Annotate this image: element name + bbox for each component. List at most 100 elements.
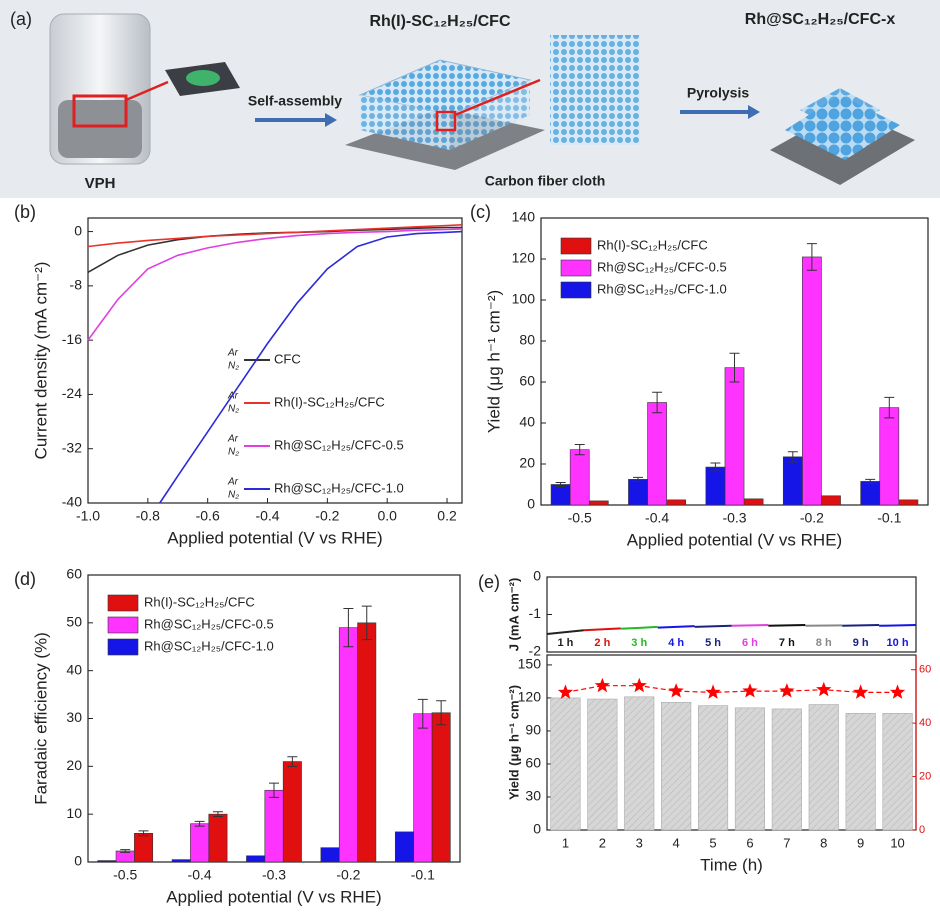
segment-label: 2 h (594, 637, 610, 649)
legend-gas: Ar (227, 348, 239, 359)
x-tick-label: 4 (673, 835, 680, 850)
x-tick-label: -0.2 (336, 867, 360, 883)
x-tick-label: 7 (783, 835, 790, 850)
y-tick-label: 0 (533, 821, 541, 837)
y-tick-label: 140 (512, 209, 536, 225)
bar (414, 714, 432, 862)
y-tick-label: 10 (66, 805, 82, 821)
bar (661, 702, 691, 830)
x-tick-label: -0.3 (262, 867, 286, 883)
bar (395, 832, 413, 862)
x-tick-label: -0.8 (136, 508, 160, 524)
segment-label: 3 h (631, 637, 647, 649)
legend-gas: N₂ (228, 404, 239, 415)
bar (339, 628, 357, 862)
legend-label: CFC (274, 351, 301, 366)
vial-liquid (58, 100, 142, 158)
bar (589, 501, 608, 505)
segment-label: 5 h (705, 637, 721, 649)
y-tick-label: 90 (525, 722, 541, 738)
step-label: Pyrolysis (687, 85, 749, 101)
x-axis-title: Time (h) (700, 855, 763, 874)
legend-gas: N₂ (228, 490, 239, 501)
bar (735, 708, 765, 830)
bar (667, 500, 686, 505)
y-axis-title: J (mA cm⁻²) (506, 578, 521, 652)
y-tick-label: 80 (519, 332, 535, 348)
bar (899, 500, 918, 505)
x-tick-label: -0.1 (877, 510, 901, 526)
star-marker (779, 683, 794, 697)
y2-tick-label: 60 (919, 664, 931, 676)
bar (802, 257, 821, 505)
panel-label: (b) (14, 202, 36, 222)
y-tick-label: -1 (529, 605, 542, 621)
y2-tick-label: 20 (919, 770, 931, 782)
x-tick-label: -0.2 (800, 510, 824, 526)
legend-gas: N₂ (228, 447, 239, 458)
bar (283, 762, 301, 862)
structure-zoom (550, 35, 640, 145)
y-tick-label: 30 (66, 709, 82, 725)
bar (783, 457, 802, 505)
bar (861, 481, 880, 505)
y-tick-label: 50 (66, 614, 82, 630)
y-axis-title: Yield (μg h⁻¹ cm⁻²) (506, 685, 521, 800)
y-tick-label: 30 (525, 788, 541, 804)
y-tick-label: 60 (525, 755, 541, 771)
segment-label: 8 h (816, 637, 832, 649)
bar (134, 833, 152, 862)
x-tick-label: -0.4 (188, 867, 212, 883)
segment-label: 6 h (742, 637, 758, 649)
x-tick-label: -0.4 (645, 510, 669, 526)
y-tick-label: 20 (66, 757, 82, 773)
y-tick-label: -16 (62, 331, 82, 347)
y-tick-label: 100 (512, 291, 536, 307)
segment-label: 4 h (668, 637, 684, 649)
legend-label: Rh@SC₁₂H₂₅/CFC-0.5 (144, 616, 274, 631)
y2-tick-label: 40 (919, 717, 931, 729)
legend-gas: N₂ (228, 361, 239, 372)
bar (846, 713, 876, 830)
y-axis-title: Yield (μg h⁻¹ cm⁻²) (484, 290, 503, 433)
bar (98, 861, 116, 862)
current-trace (658, 626, 695, 628)
y-tick-label: -32 (62, 439, 82, 455)
legend-label: Rh@SC₁₂H₂₅/CFC-1.0 (597, 281, 727, 296)
intermediate-label: Rh(I)-SC₁₂H₂₅/CFC (369, 13, 510, 30)
x-tick-label: 6 (746, 835, 753, 850)
y-tick-label: 20 (519, 455, 535, 471)
droplet (186, 70, 220, 86)
panel-label: (c) (470, 202, 491, 222)
y-tick-label: 150 (518, 656, 542, 672)
x-tick-label: 9 (857, 835, 864, 850)
current-trace (732, 625, 769, 626)
y-tick-label: 40 (66, 661, 82, 677)
bar (551, 485, 570, 506)
legend-label: Rh@SC₁₂H₂₅/CFC-1.0 (274, 480, 404, 495)
x-axis-title: Applied potential (V vs RHE) (167, 528, 382, 547)
x-tick-label: 5 (709, 835, 716, 850)
x-tick-label: -0.3 (722, 510, 746, 526)
legend-swatch (561, 238, 591, 254)
bar (821, 496, 840, 505)
current-trace (879, 625, 916, 626)
legend-gas: Ar (227, 434, 239, 445)
x-tick-label: 8 (820, 835, 827, 850)
bar (628, 479, 647, 505)
legend-label: Rh@SC₁₂H₂₅/CFC-0.5 (274, 437, 404, 452)
step-label: Self-assembly (248, 93, 342, 109)
segment-label: 9 h (853, 637, 869, 649)
current-trace (768, 625, 805, 626)
star-marker (853, 684, 868, 699)
vial-label: VPH (85, 175, 116, 192)
bar (880, 408, 899, 505)
schematic-panel: (a) VPH Self-assembly Rh(I)-SC₁₂H₂₅/CFC … (0, 0, 940, 198)
bar (725, 368, 744, 505)
substrate-label: Carbon fiber cloth (485, 173, 606, 189)
current-trace (695, 626, 732, 627)
bar (744, 499, 763, 505)
star-marker (816, 682, 831, 697)
bar (698, 706, 728, 830)
legend-label: Rh(I)-SC₁₂H₂₅/CFC (274, 394, 385, 409)
